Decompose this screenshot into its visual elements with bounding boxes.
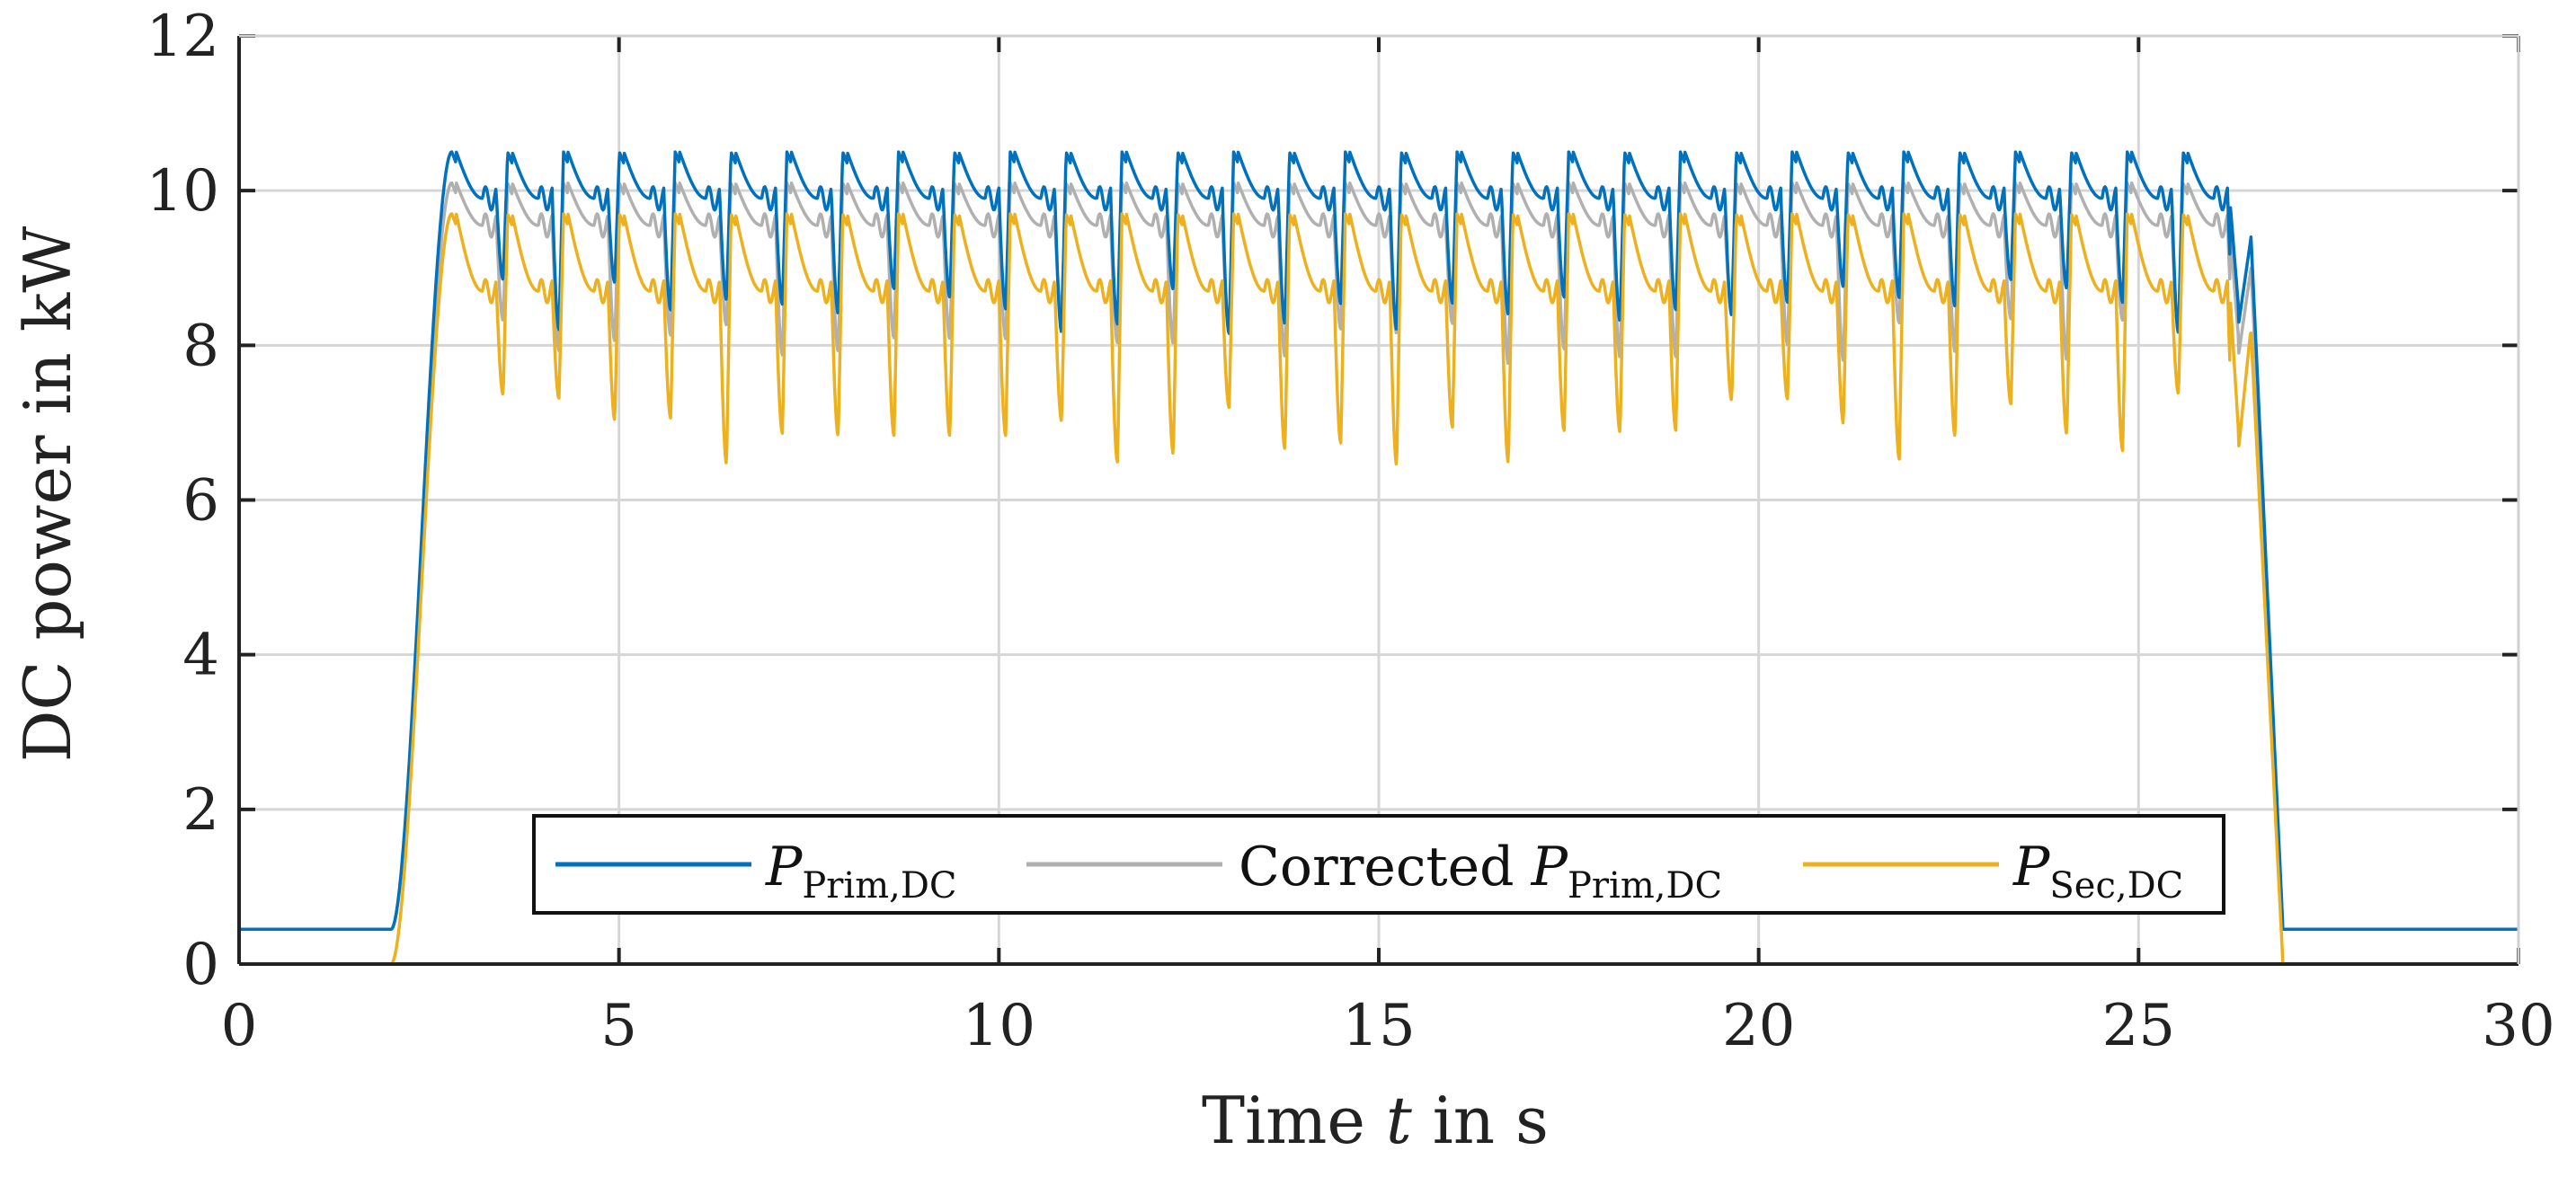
y-tick-label: 12 — [147, 4, 219, 70]
axes — [237, 34, 2520, 966]
x-axis-label-text: Time — [1202, 1083, 1365, 1158]
x-axis-label-unit: in s — [1433, 1083, 1549, 1158]
x-tick-label: 30 — [2482, 993, 2554, 1059]
x-tick-label: 15 — [1342, 993, 1415, 1059]
tick-labels: 0 5 10 15 20 25 30 0 2 4 6 8 10 12 — [147, 4, 2555, 1059]
x-tick-label: 5 — [600, 993, 637, 1059]
legend-label-corrected: Corrected PPrim,DC — [1239, 836, 1722, 907]
series-line-secondary — [238, 212, 2519, 966]
y-tick-label: 4 — [182, 623, 219, 689]
y-tick-label: 2 — [182, 777, 219, 844]
legend-label-primary: PPrim,DC — [765, 836, 957, 907]
series-lines — [238, 150, 2519, 966]
y-tick-label: 10 — [147, 158, 219, 225]
legend-label-secondary: PSec,DC — [2012, 836, 2183, 907]
series-line-primary — [238, 150, 2519, 932]
x-tick-label: 0 — [221, 993, 258, 1059]
x-axis-label-var: t — [1386, 1083, 1433, 1158]
x-axis-label: Time t in s — [1202, 1083, 1549, 1158]
y-tick-label: 8 — [182, 313, 219, 379]
y-tick-label: 6 — [182, 468, 219, 535]
y-axis-label: DC power in kW — [10, 226, 85, 763]
legend: PPrim,DC Corrected PPrim,DC PSec,DC — [532, 814, 2225, 915]
x-tick-label: 25 — [2102, 993, 2175, 1059]
x-tick-label: 20 — [1722, 993, 1795, 1059]
y-tick-label: 0 — [182, 932, 219, 998]
x-tick-label: 10 — [963, 993, 1035, 1059]
